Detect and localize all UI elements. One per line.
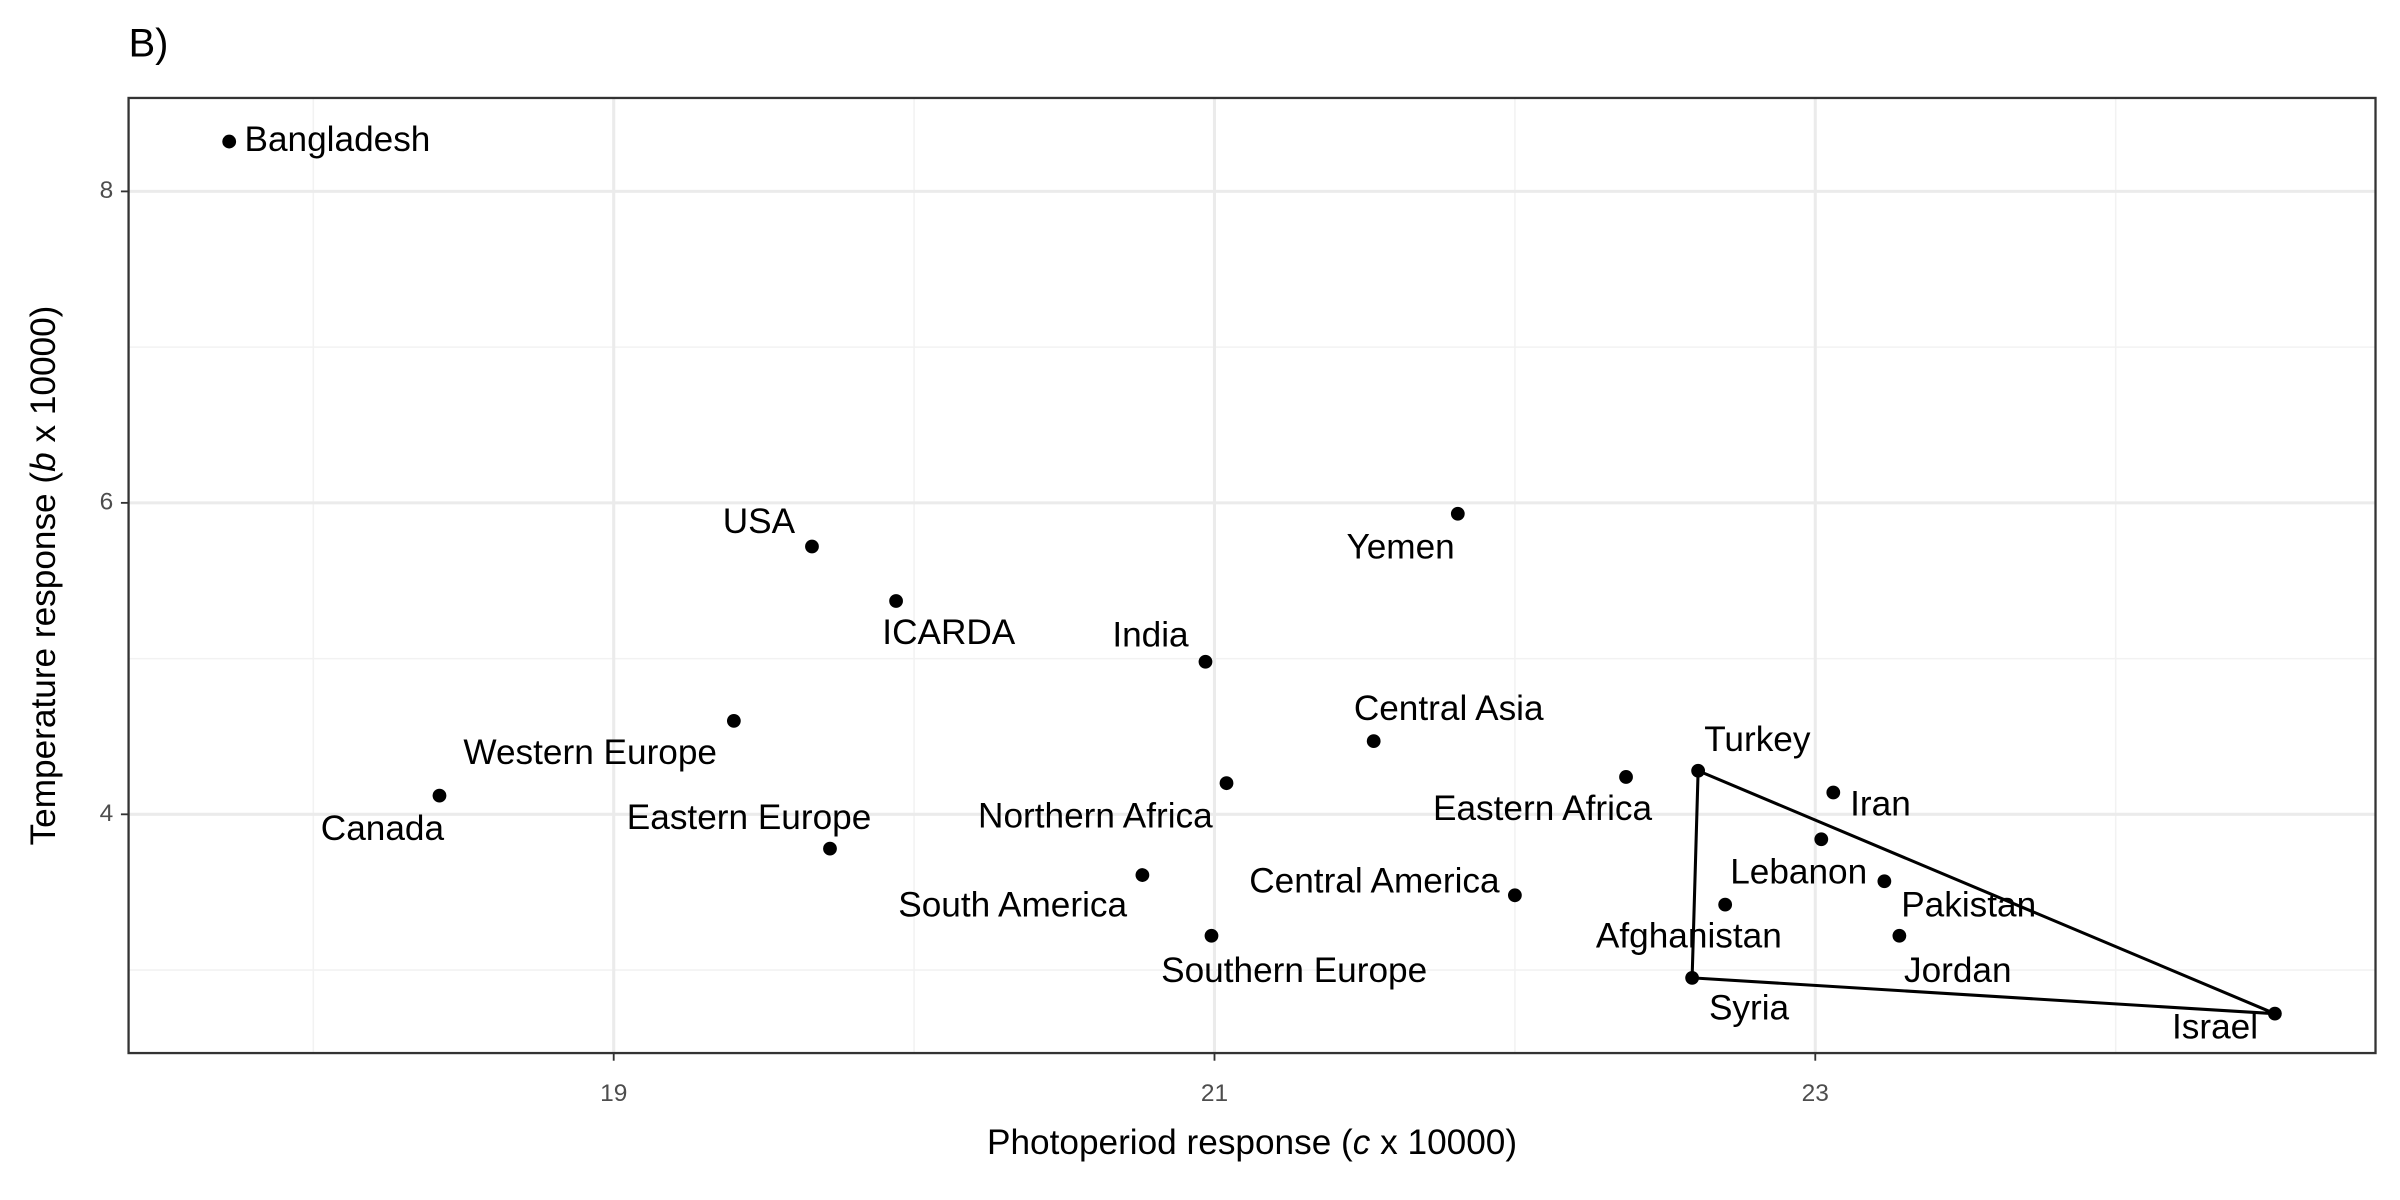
point-label: India [1112,616,1189,655]
point-label: Yemen [1346,527,1454,566]
hull [1690,768,2276,1016]
point-label: Northern Africa [978,797,1213,836]
x-tick-label: 21 [1201,1080,1228,1107]
point [1685,970,1700,985]
point [726,713,741,728]
panel-label: B) [129,21,169,65]
point-label: Canada [321,809,445,848]
point [2267,1006,2282,1021]
y-tick-label: 4 [100,800,114,827]
point-label: Turkey [1704,720,1811,759]
point [1892,928,1907,943]
x-tick-label: 23 [1802,1080,1829,1107]
point-label: Western Europe [463,733,717,772]
point-label: USA [723,502,796,541]
y-tick-label: 6 [100,488,114,515]
y-tick-label: 8 [100,177,114,204]
point-label: Southern Europe [1161,951,1427,990]
y-axis-title: Temperature response (b x 10000) [24,306,63,846]
point [1826,785,1841,800]
x-title-part: x 10000) [1370,1123,1517,1162]
point-label: Bangladesh [245,120,431,159]
point-label: Jordan [1904,951,2012,990]
point-label: Pakistan [1901,886,2036,925]
point [805,539,819,554]
point-label: Afghanistan [1596,917,1782,956]
point-label: Eastern Europe [627,798,872,837]
y-title-part: x 10000) [24,306,63,453]
point-label: Israel [2172,1007,2258,1046]
point [1718,897,1733,912]
point [1135,868,1150,882]
x-axis-title: Photoperiod response (c x 10000) [987,1123,1517,1162]
point [222,134,237,149]
x-tick-label: 19 [600,1080,627,1107]
point-label: Lebanon [1730,853,1867,892]
point [432,788,447,803]
point-label: ICARDA [882,613,1015,652]
point-label: Central America [1249,861,1500,900]
point [1219,776,1234,791]
point [1204,928,1219,943]
x-title-part: Photoperiod response ( [987,1123,1353,1162]
point [1507,888,1522,903]
point-label: Central Asia [1354,689,1544,728]
point-label: Iran [1850,785,1911,824]
point-label: Syria [1709,988,1790,1027]
point [1450,506,1465,521]
point-label: South America [898,885,1127,924]
point [1877,874,1892,889]
point [1691,763,1706,778]
panel-border [127,96,2377,1055]
x-title-part: c [1353,1123,1371,1162]
point-label: Eastern Africa [1433,789,1652,828]
point [1814,832,1829,847]
point [1619,770,1633,784]
point [1198,654,1213,669]
y-title-part: b [24,452,63,472]
point [889,594,903,608]
point [1366,734,1381,749]
y-title-part: Temperature response ( [24,472,63,846]
point [823,841,837,856]
